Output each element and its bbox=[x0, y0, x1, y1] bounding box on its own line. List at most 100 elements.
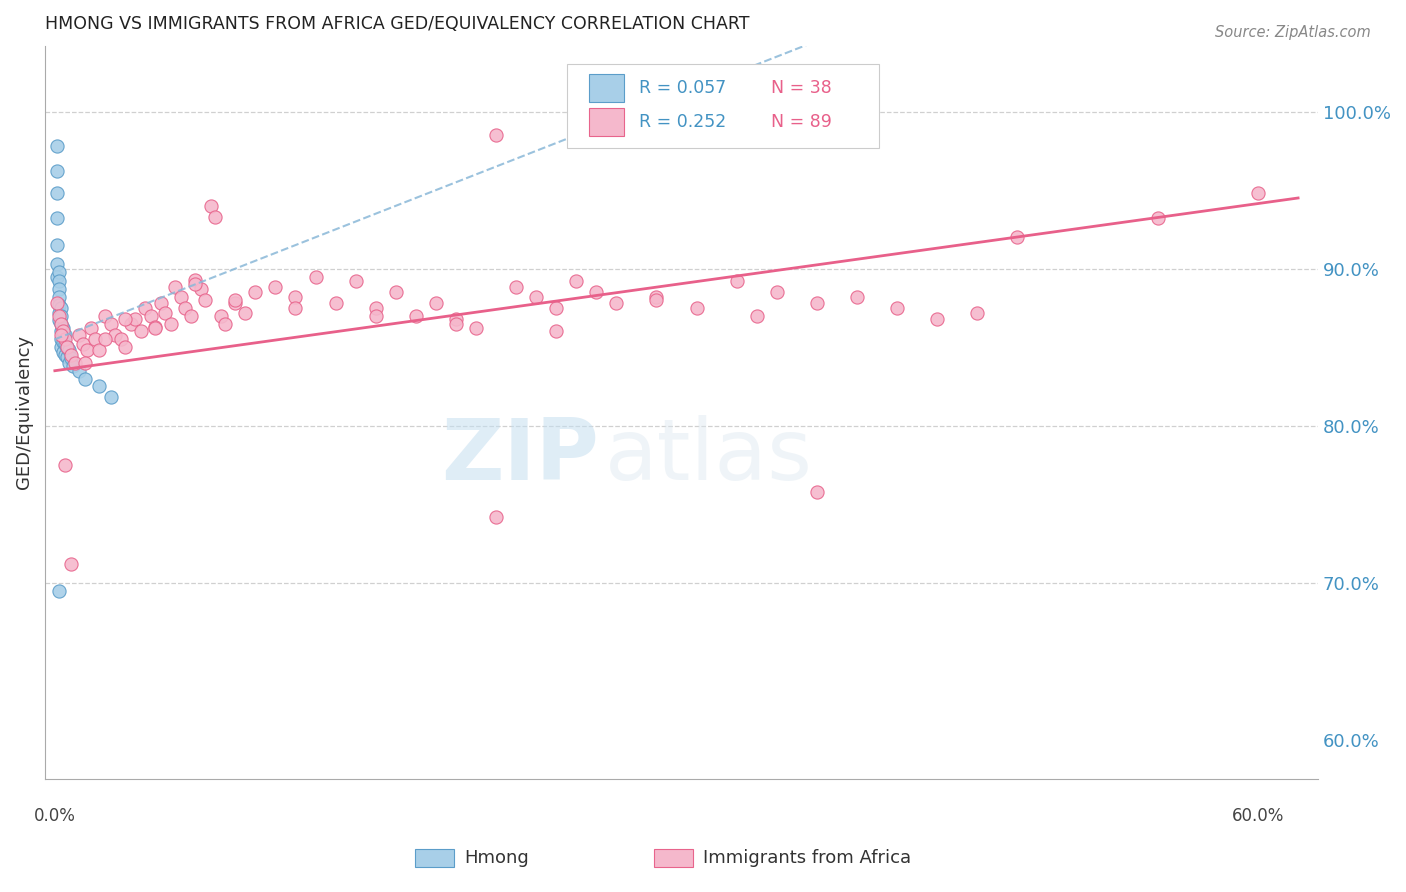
Point bbox=[139, 309, 162, 323]
Point bbox=[94, 309, 117, 323]
Point bbox=[94, 332, 117, 346]
Point bbox=[200, 199, 222, 213]
Point bbox=[45, 139, 67, 153]
Point bbox=[170, 290, 193, 304]
Point bbox=[49, 301, 72, 315]
Point bbox=[284, 301, 307, 315]
Point bbox=[87, 343, 110, 358]
Point bbox=[76, 343, 98, 358]
Point bbox=[1007, 230, 1029, 244]
Point bbox=[745, 309, 768, 323]
Point bbox=[966, 305, 988, 319]
Point bbox=[806, 484, 828, 499]
Point bbox=[49, 317, 72, 331]
Text: Immigrants from Africa: Immigrants from Africa bbox=[703, 849, 911, 867]
Point bbox=[134, 301, 156, 315]
Point bbox=[45, 257, 67, 271]
Point bbox=[59, 557, 82, 571]
Point bbox=[184, 277, 207, 292]
Point bbox=[465, 321, 488, 335]
Point bbox=[214, 317, 236, 331]
Point bbox=[63, 356, 86, 370]
Point bbox=[67, 364, 90, 378]
Point bbox=[505, 280, 527, 294]
Text: atlas: atlas bbox=[605, 415, 813, 498]
Point bbox=[100, 391, 122, 405]
Point bbox=[62, 359, 84, 373]
Point bbox=[284, 290, 307, 304]
Text: HMONG VS IMMIGRANTS FROM AFRICA GED/EQUIVALENCY CORRELATION CHART: HMONG VS IMMIGRANTS FROM AFRICA GED/EQUI… bbox=[45, 15, 749, 33]
Point bbox=[425, 296, 447, 310]
Text: Hmong: Hmong bbox=[464, 849, 529, 867]
Point bbox=[58, 343, 80, 358]
Text: R = 0.057: R = 0.057 bbox=[640, 79, 727, 97]
Point bbox=[45, 269, 67, 284]
Point bbox=[129, 325, 152, 339]
Point bbox=[49, 317, 72, 331]
Point bbox=[52, 321, 75, 335]
Point bbox=[45, 164, 67, 178]
Point bbox=[45, 186, 67, 201]
Point bbox=[143, 321, 166, 335]
Point bbox=[585, 285, 607, 300]
Point bbox=[546, 301, 568, 315]
Point bbox=[565, 274, 588, 288]
Point bbox=[56, 340, 79, 354]
Point bbox=[56, 340, 79, 354]
Text: 60.0%: 60.0% bbox=[1232, 807, 1284, 825]
Point bbox=[725, 274, 748, 288]
Point bbox=[48, 274, 70, 288]
Point bbox=[53, 458, 76, 472]
Point bbox=[48, 265, 70, 279]
Point bbox=[67, 327, 90, 342]
Point bbox=[124, 312, 146, 326]
Point bbox=[524, 290, 547, 304]
Point bbox=[204, 210, 226, 224]
Point bbox=[485, 128, 508, 143]
Point bbox=[224, 293, 246, 307]
Point bbox=[485, 509, 508, 524]
Y-axis label: GED/Equivalency: GED/Equivalency bbox=[15, 335, 32, 490]
Point bbox=[114, 312, 136, 326]
Point bbox=[886, 301, 908, 315]
Point bbox=[45, 211, 67, 226]
Point bbox=[845, 290, 868, 304]
Point bbox=[45, 238, 67, 252]
Point bbox=[444, 312, 467, 326]
Point bbox=[56, 350, 79, 364]
Point bbox=[100, 317, 122, 331]
FancyBboxPatch shape bbox=[567, 64, 879, 148]
Point bbox=[546, 325, 568, 339]
Point bbox=[685, 301, 707, 315]
Point bbox=[927, 312, 949, 326]
Point bbox=[160, 317, 183, 331]
Point bbox=[53, 332, 76, 346]
Point bbox=[45, 296, 67, 310]
FancyBboxPatch shape bbox=[589, 74, 624, 102]
Point bbox=[53, 348, 76, 362]
Point bbox=[84, 332, 107, 346]
Point bbox=[59, 348, 82, 362]
Text: 0.0%: 0.0% bbox=[34, 807, 76, 825]
Point bbox=[1247, 186, 1270, 201]
Point bbox=[52, 344, 75, 359]
Point bbox=[174, 301, 197, 315]
Point bbox=[87, 379, 110, 393]
Text: R = 0.252: R = 0.252 bbox=[640, 113, 727, 131]
Point bbox=[645, 293, 668, 307]
Point bbox=[48, 298, 70, 312]
Point bbox=[245, 285, 267, 300]
Text: N = 89: N = 89 bbox=[770, 113, 831, 131]
Point bbox=[53, 327, 76, 342]
Point bbox=[143, 319, 166, 334]
Point bbox=[48, 309, 70, 323]
FancyBboxPatch shape bbox=[589, 108, 624, 136]
Point bbox=[48, 583, 70, 598]
Point bbox=[114, 340, 136, 354]
Point bbox=[52, 325, 75, 339]
Point bbox=[209, 309, 232, 323]
Point bbox=[194, 293, 217, 307]
Point bbox=[53, 337, 76, 351]
Point bbox=[150, 296, 173, 310]
Point bbox=[59, 351, 82, 366]
